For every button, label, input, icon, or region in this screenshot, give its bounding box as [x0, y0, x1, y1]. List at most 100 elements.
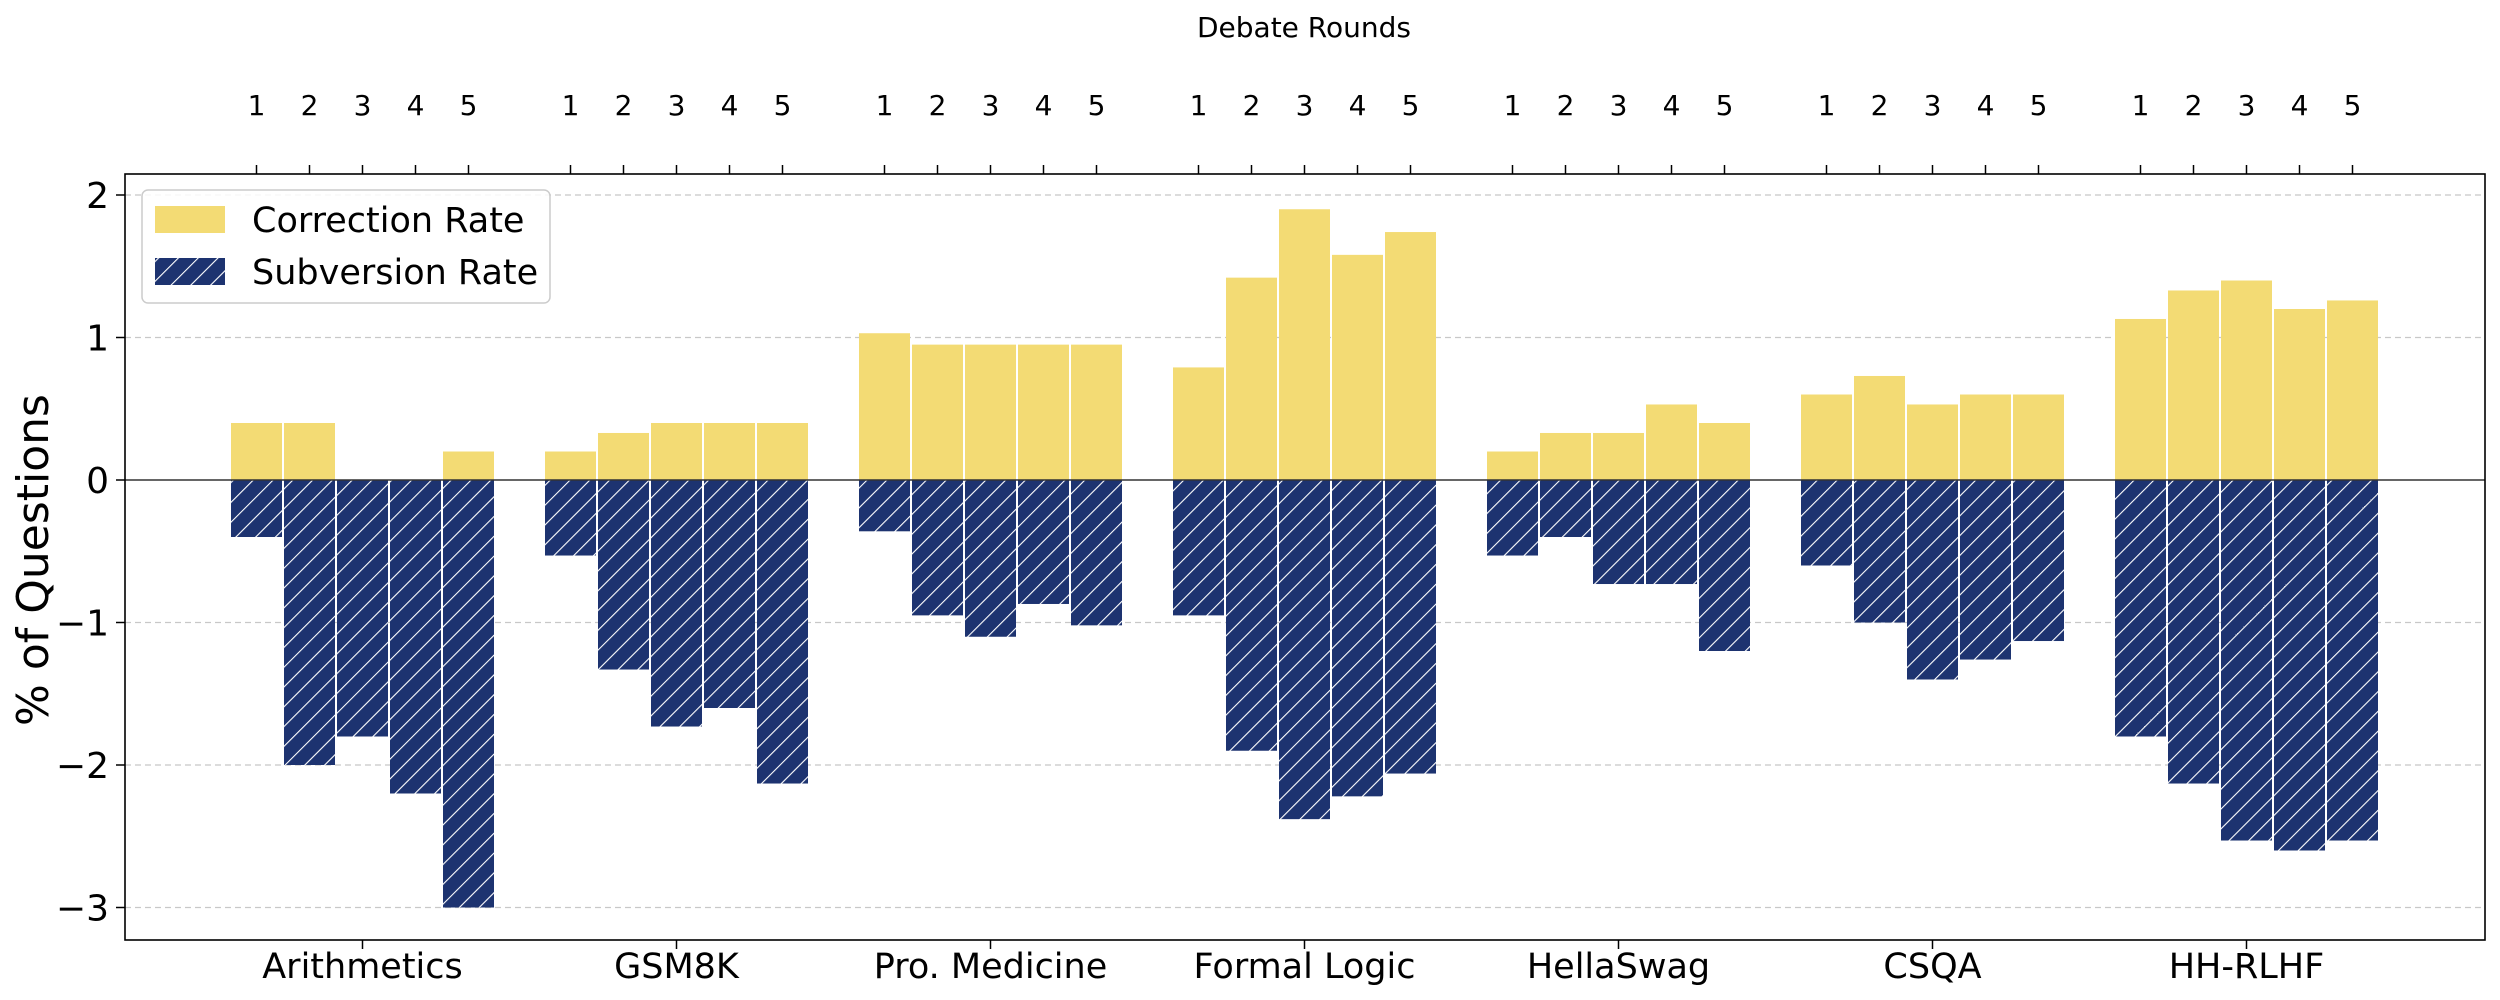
x-tick-label: HH-RLHF: [2169, 947, 2325, 987]
subversion-bar: [1226, 480, 1277, 751]
round-tick-label: 1: [1818, 89, 1836, 122]
subversion-bar: [1332, 480, 1383, 797]
correction-bar: [598, 432, 649, 480]
subversion-bar: [1487, 480, 1538, 556]
round-tick-label: 4: [407, 89, 425, 122]
legend-frame: [141, 189, 551, 304]
correction-bar: [1854, 375, 1905, 480]
correction-bar: [1699, 423, 1750, 480]
correction-bar: [231, 423, 282, 480]
correction-bar: [1385, 232, 1436, 480]
correction-bar: [2115, 318, 2166, 480]
correction-bar: [2221, 280, 2272, 480]
subversion-bar: [284, 480, 335, 765]
correction-bar: [912, 344, 963, 480]
subversion-bar: [1385, 480, 1436, 774]
subversion-bar: [651, 480, 702, 727]
y-tick-label: −3: [56, 889, 109, 930]
legend-label-subversion: Subversion Rate: [252, 253, 538, 293]
round-tick-label: 4: [721, 89, 739, 122]
round-tick-label: 4: [1663, 89, 1681, 122]
correction-bar: [859, 333, 910, 480]
subversion-bar: [1540, 480, 1591, 537]
round-tick-label: 2: [1243, 89, 1261, 122]
subversion-bar: [2274, 480, 2325, 851]
correction-bar: [1540, 432, 1591, 480]
round-tick-label: 3: [1610, 89, 1628, 122]
subversion-bar: [1279, 480, 1330, 820]
correction-bar: [2274, 309, 2325, 480]
correction-bar: [1332, 254, 1383, 480]
y-tick-label: −2: [56, 746, 109, 787]
x-tick-label: Formal Logic: [1194, 947, 1416, 987]
round-tick-label: 4: [1349, 89, 1367, 122]
round-tick-label: 2: [2185, 89, 2203, 122]
x-tick-label: HellaSwag: [1527, 947, 1710, 987]
bars-layer: [231, 209, 2378, 908]
subversion-bar: [1593, 480, 1644, 585]
round-tick-label: 5: [1716, 89, 1734, 122]
round-tick-label: 3: [1296, 89, 1314, 122]
subversion-bar: [2221, 480, 2272, 841]
round-tick-label: 5: [1088, 89, 1106, 122]
y-tick-label: 2: [86, 176, 109, 217]
top-axis-title: Debate Rounds: [1197, 11, 1411, 44]
correction-bar: [1593, 432, 1644, 480]
correction-bar: [2327, 300, 2378, 480]
round-tick-label: 2: [1871, 89, 1889, 122]
round-tick-label: 1: [248, 89, 266, 122]
y-axis-label: % of Questions: [8, 394, 59, 726]
subversion-bar: [965, 480, 1016, 637]
legend: Correction Rate Subversion Rate: [141, 189, 551, 304]
round-tick-label: 5: [2344, 89, 2362, 122]
x-tick-label: GSM8K: [614, 947, 740, 987]
subversion-bar: [1960, 480, 2011, 660]
round-tick-label: 2: [301, 89, 319, 122]
correction-bar: [704, 423, 755, 480]
subversion-bar: [1907, 480, 1958, 680]
subversion-bar: [2327, 480, 2378, 841]
correction-bar: [1279, 209, 1330, 480]
round-tick-label: 1: [562, 89, 580, 122]
subversion-bar: [704, 480, 755, 708]
correction-bar: [1226, 277, 1277, 480]
correction-bar: [1801, 394, 1852, 480]
correction-bar: [2013, 394, 2064, 480]
round-tick-label: 4: [1035, 89, 1053, 122]
correction-bar: [1173, 367, 1224, 480]
subversion-bar: [859, 480, 910, 532]
subversion-bar: [545, 480, 596, 556]
x-tick-label: Arithmetics: [262, 947, 463, 987]
round-tick-label: 3: [668, 89, 686, 122]
subversion-bar: [1699, 480, 1750, 651]
correction-bar: [1646, 404, 1697, 480]
round-tick-label: 1: [1190, 89, 1208, 122]
round-tick-label: 2: [615, 89, 633, 122]
subversion-bar: [1018, 480, 1069, 604]
correction-bar: [1071, 344, 1122, 480]
correction-bar: [284, 423, 335, 480]
legend-swatch-correction: [155, 206, 225, 233]
x-tick-label: Pro. Medicine: [874, 947, 1108, 987]
round-tick-label: 4: [1977, 89, 1995, 122]
round-tick-label: 1: [2132, 89, 2150, 122]
subversion-bar: [1801, 480, 1852, 566]
correction-bar: [1487, 451, 1538, 480]
round-tick-label: 5: [460, 89, 478, 122]
x-tick-label: CSQA: [1883, 947, 1981, 987]
y-tick-label: −1: [56, 604, 109, 645]
correction-bar: [1960, 394, 2011, 480]
subversion-bar: [2168, 480, 2219, 784]
y-tick-label: 1: [86, 319, 109, 360]
round-tick-label: 1: [876, 89, 894, 122]
correction-bar: [1018, 344, 1069, 480]
subversion-bar: [2013, 480, 2064, 642]
round-tick-label: 2: [1557, 89, 1575, 122]
legend-swatch-subversion: [155, 258, 225, 285]
round-tick-label: 5: [2030, 89, 2048, 122]
correction-bar: [443, 451, 494, 480]
round-tick-label: 5: [774, 89, 792, 122]
subversion-bar: [337, 480, 388, 737]
legend-label-correction: Correction Rate: [252, 201, 524, 241]
correction-bar: [1907, 404, 1958, 480]
